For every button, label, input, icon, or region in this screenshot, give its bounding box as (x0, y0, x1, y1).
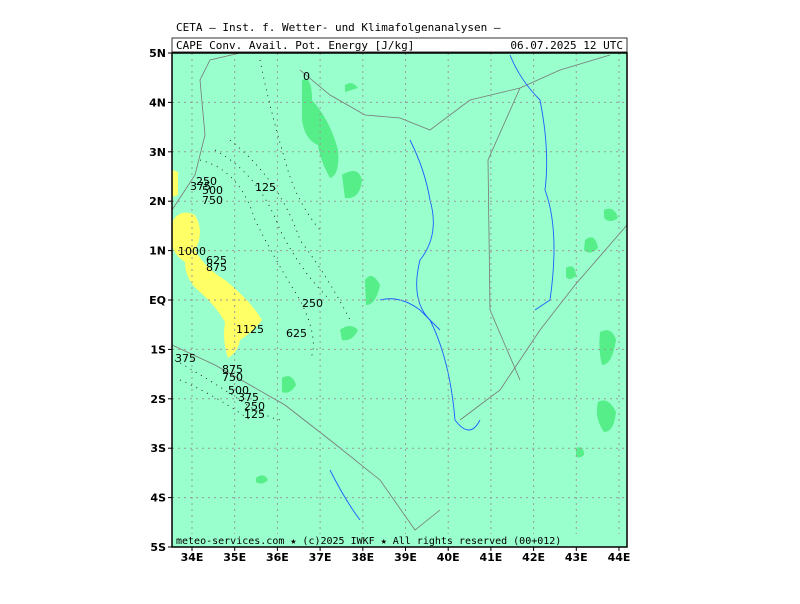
contour-label: 750 (202, 194, 223, 207)
lon-label: 38E (351, 551, 374, 564)
contour-label: 250 (196, 175, 217, 188)
map-time: 06.07.2025 12 UTC (510, 39, 623, 52)
lat-label: EQ (149, 294, 166, 307)
cape-patches (256, 79, 618, 484)
lat-label: 2S (150, 393, 166, 406)
cape-high (172, 170, 178, 197)
contour-label: 625 (206, 254, 227, 267)
cape-high (172, 212, 262, 358)
contour-label: 1000 (178, 245, 206, 258)
lat-label: 4S (150, 492, 166, 505)
contour-label: 250 (302, 297, 323, 310)
lon-label: 37E (309, 551, 332, 564)
contours (174, 59, 351, 421)
lat-label: 5N (149, 47, 166, 60)
axes: 5N 4N 3N 2N 1N EQ 1S 2S 3S 4S 5S 34E 35E 36E 37E 38E 39E… (149, 47, 630, 564)
contour-label: 125 (244, 408, 265, 421)
lat-label: 3S (150, 442, 166, 455)
footer: meteo-services.com ★ (c)2025 IWKF ★ All … (176, 536, 561, 547)
lat-label: 4N (149, 96, 166, 109)
lon-label: 43E (565, 551, 588, 564)
lon-label: 44E (608, 551, 631, 564)
contour-labels: 0 250 375 500 750 125 1000 625 875 250 1… (175, 70, 323, 421)
title-bar (171, 37, 628, 53)
rivers (329, 54, 555, 521)
contour-label: 500 (202, 184, 223, 197)
contour-label: 250 (244, 400, 265, 413)
contour-label: 750 (222, 371, 243, 384)
institute: CETA — Inst. f. Wetter- und Klimafolgena… (176, 21, 501, 34)
grid (172, 53, 627, 547)
contour-label: 125 (255, 181, 276, 194)
borders (171, 52, 628, 531)
contour-label: 625 (286, 327, 307, 340)
contour-label: 0 (303, 70, 310, 83)
contour-label: 375 (175, 352, 196, 365)
lat-label: 1S (150, 343, 166, 356)
contour-label: 1125 (236, 323, 264, 336)
contour-label: 500 (228, 384, 249, 397)
map-area: 0 250 375 500 750 125 1000 625 875 250 1… (171, 52, 628, 548)
lon-label: 35E (223, 551, 246, 564)
lon-label: 36E (266, 551, 289, 564)
lon-label: 40E (437, 551, 460, 564)
lon-label: 39E (394, 551, 417, 564)
contour-label: 875 (206, 261, 227, 274)
lon-label: 42E (522, 551, 545, 564)
lon-label: 41E (479, 551, 502, 564)
contour-label: 375 (238, 391, 259, 404)
footer-bar (172, 534, 627, 547)
lat-label: 3N (149, 146, 166, 159)
lat-label: 1N (149, 245, 166, 258)
lat-label: 5S (150, 541, 166, 554)
map-title: CAPE Conv. Avail. Pot. Energy [J/kg] (176, 39, 414, 52)
lon-label: 34E (181, 551, 204, 564)
contour-label: 875 (222, 363, 243, 376)
lat-label: 2N (149, 195, 166, 208)
contour-label: 375 (190, 180, 211, 193)
